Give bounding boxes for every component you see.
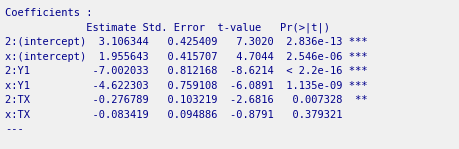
Text: x:TX          -0.083419   0.094886  -0.8791   0.379321: x:TX -0.083419 0.094886 -0.8791 0.379321 <box>5 110 368 119</box>
Text: ---: --- <box>5 124 24 134</box>
Text: Estimate Std. Error  t-value   Pr(>|t|): Estimate Std. Error t-value Pr(>|t|) <box>5 22 355 33</box>
Text: 2:(intercept)  3.106344   0.425409   7.3020  2.836e-13 ***: 2:(intercept) 3.106344 0.425409 7.3020 2… <box>5 37 368 47</box>
Text: 2:TX          -0.276789   0.103219  -2.6816   0.007328  **: 2:TX -0.276789 0.103219 -2.6816 0.007328… <box>5 95 368 105</box>
Text: x:Y1          -4.622303   0.759108  -6.0891  1.135e-09 ***: x:Y1 -4.622303 0.759108 -6.0891 1.135e-0… <box>5 80 368 90</box>
Text: Coefficients :: Coefficients : <box>5 8 93 18</box>
Text: 2:Y1          -7.002033   0.812168  -8.6214  < 2.2e-16 ***: 2:Y1 -7.002033 0.812168 -8.6214 < 2.2e-1… <box>5 66 368 76</box>
Text: x:(intercept)  1.955643   0.415707   4.7044  2.546e-06 ***: x:(intercept) 1.955643 0.415707 4.7044 2… <box>5 52 368 62</box>
